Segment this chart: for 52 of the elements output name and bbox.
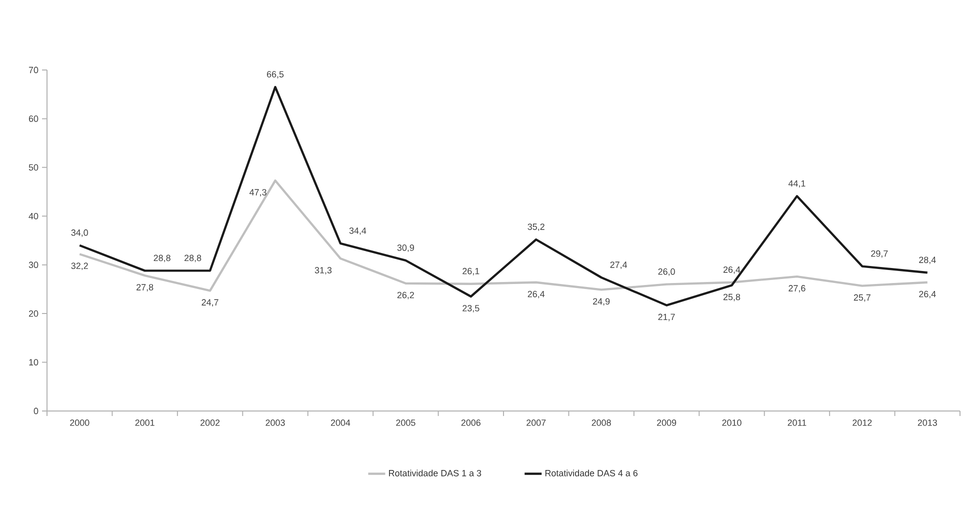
- data-label: 23,5: [462, 305, 480, 312]
- data-label: 31,3: [314, 267, 332, 274]
- data-label: 29,7: [871, 250, 888, 258]
- x-tick-label: 2007: [526, 420, 546, 426]
- data-label: 26,2: [397, 292, 414, 300]
- data-label: 21,7: [658, 314, 675, 322]
- data-label: 34,4: [349, 227, 366, 235]
- data-label: 28,8: [184, 254, 202, 262]
- x-tick-label: 2002: [200, 420, 220, 426]
- x-tick-label: 2006: [461, 420, 480, 426]
- y-tick-label: 60: [28, 116, 38, 122]
- x-tick-label: 2012: [852, 420, 872, 426]
- data-label: 32,2: [71, 262, 88, 270]
- y-tick-label: 30: [28, 262, 38, 268]
- data-label: 27,8: [136, 284, 154, 292]
- data-label: 25,8: [723, 294, 740, 302]
- data-label: 66,5: [266, 71, 284, 79]
- data-label: 35,2: [528, 224, 544, 231]
- data-label: 24,7: [202, 299, 218, 307]
- data-label: 28,4: [919, 256, 936, 264]
- data-label: 30,9: [397, 244, 414, 252]
- data-label: 34,0: [71, 229, 88, 237]
- data-label: 26,0: [658, 268, 675, 276]
- x-tick-label: 2011: [788, 420, 806, 426]
- data-label: 26,4: [919, 290, 936, 298]
- legend-label: Rotatividade DAS 1 a 3: [389, 470, 482, 476]
- x-tick-label: 2013: [918, 420, 937, 426]
- data-label: 47,3: [249, 189, 266, 196]
- x-tick-label: 2000: [70, 420, 90, 426]
- y-tick-label: 20: [28, 310, 38, 317]
- x-tick-label: 2008: [592, 420, 611, 426]
- x-tick-label: 2001: [135, 420, 154, 426]
- data-label: 24,9: [593, 298, 610, 306]
- data-label: 26,4: [528, 290, 545, 298]
- x-tick-label: 2004: [330, 420, 350, 426]
- y-tick-label: 40: [28, 212, 38, 220]
- data-label: 26,1: [462, 268, 480, 276]
- data-label: 28,8: [154, 254, 170, 262]
- x-tick-label: 2003: [266, 420, 285, 426]
- x-tick-label: 2009: [657, 420, 676, 426]
- x-tick-label: 2010: [722, 420, 742, 426]
- y-tick-label: 10: [29, 359, 38, 366]
- data-label: 25,7: [854, 294, 870, 302]
- x-tick-label: 2005: [396, 420, 416, 426]
- data-label: 27,6: [788, 285, 806, 292]
- y-tick-label: 70: [28, 66, 38, 74]
- legend-label: Rotatividade DAS 4 a 6: [545, 470, 638, 476]
- data-label: 26,4: [723, 266, 740, 274]
- data-label: 44,1: [788, 180, 806, 188]
- y-tick-label: 50: [28, 164, 38, 171]
- y-tick-label: 0: [34, 408, 38, 414]
- data-label: 27,4: [610, 262, 628, 269]
